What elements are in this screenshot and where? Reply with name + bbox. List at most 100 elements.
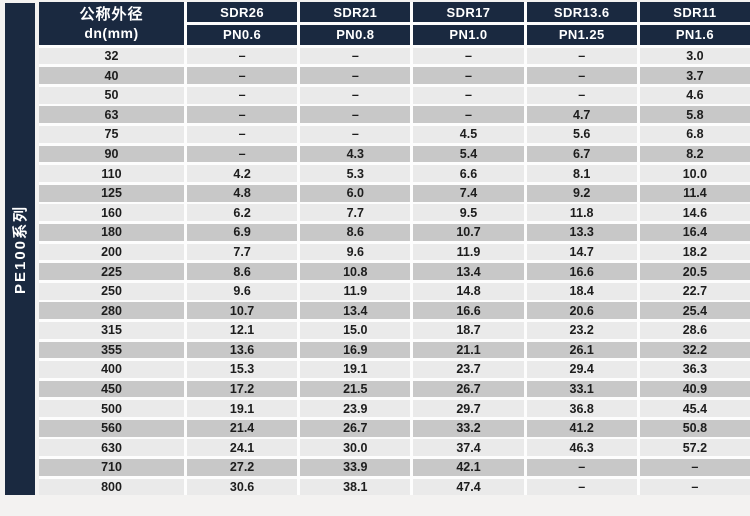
- cell-value: 6.9: [187, 223, 298, 241]
- row-dn: 450: [39, 380, 184, 398]
- cell-value: 6.2: [187, 204, 298, 222]
- cell-value: 21.4: [187, 419, 298, 437]
- cell-value: 41.2: [526, 419, 637, 437]
- cell-value: 11.8: [526, 204, 637, 222]
- cell-value: –: [526, 67, 637, 84]
- cell-value: –: [187, 67, 298, 84]
- cell-value: 15.3: [187, 361, 298, 378]
- cell-value: –: [187, 125, 298, 143]
- cell-value: 5.3: [300, 165, 411, 182]
- cell-value: 18.2: [639, 243, 750, 261]
- row-dn: 560: [39, 419, 184, 437]
- cell-value: 10.0: [639, 165, 750, 182]
- cell-value: 3.0: [639, 47, 750, 65]
- cell-value: 50.8: [639, 419, 750, 437]
- cell-value: 14.8: [413, 282, 524, 300]
- cell-value: –: [413, 106, 524, 124]
- cell-value: 30.6: [187, 478, 298, 496]
- row-dn: 630: [39, 439, 184, 457]
- cell-value: 5.6: [526, 125, 637, 143]
- cell-value: 33.2: [413, 419, 524, 437]
- cell-value: 12.1: [187, 321, 298, 339]
- cell-value: 4.7: [526, 106, 637, 124]
- cell-value: 5.4: [413, 145, 524, 163]
- cell-value: 7.7: [300, 204, 411, 222]
- cell-value: 33.9: [300, 459, 411, 476]
- cell-value: –: [300, 47, 411, 65]
- cell-value: –: [300, 125, 411, 143]
- cell-value: 3.7: [639, 67, 750, 84]
- cell-value: 8.1: [526, 165, 637, 182]
- cell-value: 8.2: [639, 145, 750, 163]
- cell-value: –: [413, 67, 524, 84]
- cell-value: 18.7: [413, 321, 524, 339]
- cell-value: 11.9: [300, 282, 411, 300]
- cell-value: –: [300, 67, 411, 84]
- cell-value: 26.1: [526, 341, 637, 359]
- row-dn: 710: [39, 459, 184, 476]
- cell-value: 6.6: [413, 165, 524, 182]
- series-label: PE100系列: [12, 204, 30, 294]
- cell-value: –: [187, 145, 298, 163]
- cell-value: 4.8: [187, 184, 298, 202]
- cell-value: 24.1: [187, 439, 298, 457]
- cell-value: 26.7: [413, 380, 524, 398]
- cell-value: 18.4: [526, 282, 637, 300]
- cell-value: 23.2: [526, 321, 637, 339]
- cell-value: 17.2: [187, 380, 298, 398]
- cell-value: 16.9: [300, 341, 411, 359]
- cell-value: 4.2: [187, 165, 298, 182]
- cell-value: 13.3: [526, 223, 637, 241]
- col-header-sdr: SDR17: [413, 2, 524, 22]
- cell-value: 10.8: [300, 263, 411, 280]
- dn-header-line1: 公称外径: [79, 5, 144, 23]
- cell-value: 20.6: [526, 302, 637, 320]
- cell-value: 28.6: [639, 321, 750, 339]
- cell-value: 16.6: [526, 263, 637, 280]
- cell-value: 11.9: [413, 243, 524, 261]
- cell-value: 38.1: [300, 478, 411, 496]
- cell-value: –: [300, 86, 411, 104]
- cell-value: 14.7: [526, 243, 637, 261]
- row-dn: 110: [39, 165, 184, 182]
- row-dn: 225: [39, 263, 184, 280]
- cell-value: 45.4: [639, 400, 750, 418]
- col-header-sdr: SDR13.6: [526, 2, 637, 22]
- cell-value: 57.2: [639, 439, 750, 457]
- row-dn: 200: [39, 243, 184, 261]
- cell-value: 19.1: [300, 361, 411, 378]
- cell-value: 37.4: [413, 439, 524, 457]
- col-header-pn: PN1.0: [413, 24, 524, 45]
- row-dn: 500: [39, 400, 184, 418]
- row-dn: 315: [39, 321, 184, 339]
- cell-value: 9.6: [187, 282, 298, 300]
- cell-value: 40.9: [639, 380, 750, 398]
- row-dn: 800: [39, 478, 184, 496]
- cell-value: 13.6: [187, 341, 298, 359]
- cell-value: 20.5: [639, 263, 750, 280]
- col-header-sdr: SDR26: [187, 2, 298, 22]
- cell-value: 7.7: [187, 243, 298, 261]
- cell-value: –: [413, 47, 524, 65]
- cell-value: 33.1: [526, 380, 637, 398]
- row-dn: 400: [39, 361, 184, 378]
- cell-value: 10.7: [413, 223, 524, 241]
- cell-value: 15.0: [300, 321, 411, 339]
- row-dn: 280: [39, 302, 184, 320]
- cell-value: 29.4: [526, 361, 637, 378]
- cell-value: 4.6: [639, 86, 750, 104]
- cell-value: –: [639, 478, 750, 496]
- cell-value: 9.6: [300, 243, 411, 261]
- cell-value: 8.6: [187, 263, 298, 280]
- cell-value: 26.7: [300, 419, 411, 437]
- col-header-pn: PN0.8: [300, 24, 411, 45]
- row-dn: 63: [39, 106, 184, 124]
- cell-value: 9.5: [413, 204, 524, 222]
- cell-value: 30.0: [300, 439, 411, 457]
- cell-value: 25.4: [639, 302, 750, 320]
- cell-value: 23.9: [300, 400, 411, 418]
- cell-value: –: [639, 459, 750, 476]
- cell-value: 10.7: [187, 302, 298, 320]
- cell-value: 6.0: [300, 184, 411, 202]
